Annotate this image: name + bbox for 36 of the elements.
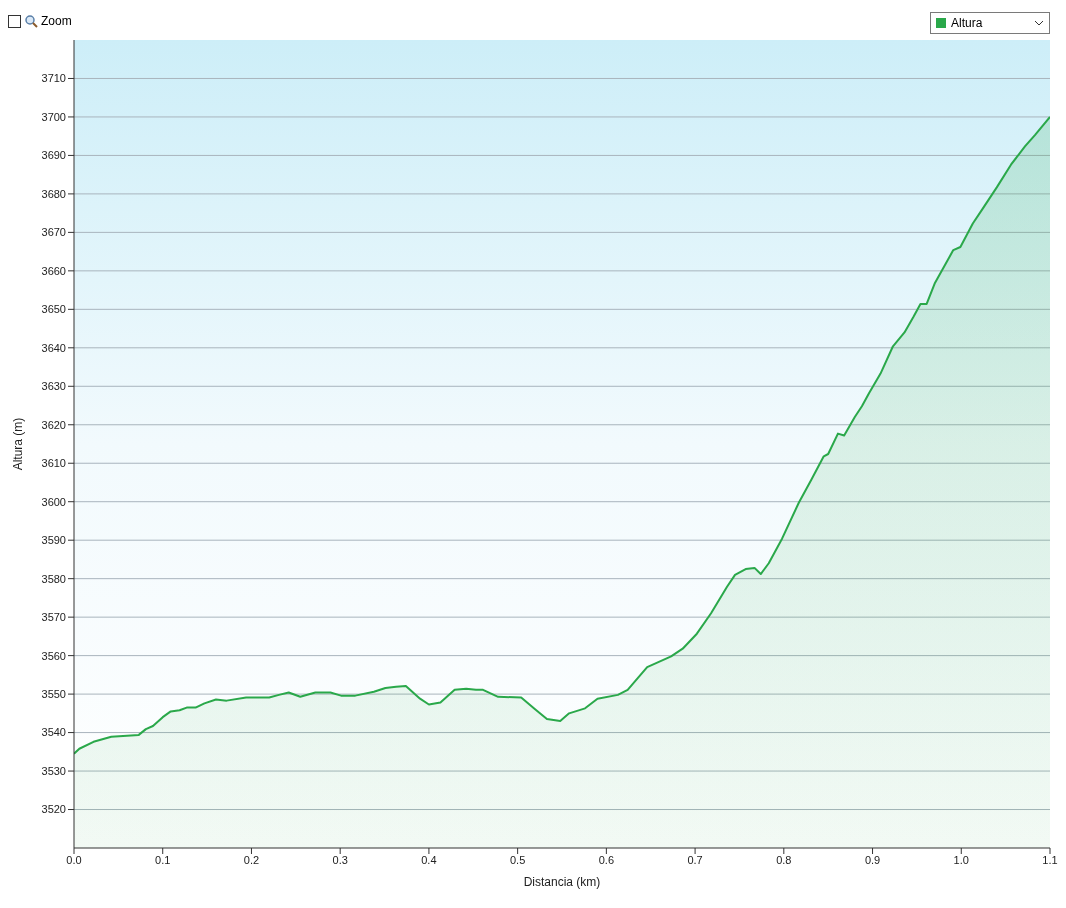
y-tick-label: 3560	[41, 649, 66, 662]
y-tick-label: 3590	[41, 534, 66, 547]
y-tick-label: 3700	[41, 110, 66, 123]
x-tick-label: 0.1	[155, 853, 171, 866]
y-tick-label: 3660	[41, 264, 66, 277]
y-tick-label: 3630	[41, 380, 66, 393]
x-tick-label: 1.1	[1042, 853, 1058, 866]
x-tick-label: 0.7	[687, 853, 703, 866]
y-tick-label: 3620	[41, 418, 66, 431]
y-tick-label: 3710	[41, 72, 66, 85]
x-tick-label: 0.8	[776, 853, 792, 866]
x-tick-label: 0.0	[66, 853, 82, 866]
y-tick-label: 3530	[41, 764, 66, 777]
text: Zoom	[41, 14, 72, 28]
x-tick-label: 0.2	[243, 853, 260, 866]
y-axis-title: Altura (m)	[11, 417, 26, 471]
x-tick-label: 0.6	[598, 853, 615, 866]
y-tick-label: 3610	[41, 457, 66, 470]
y-tick-label: 3570	[41, 611, 66, 624]
x-axis-title: Distancia (km)	[523, 875, 601, 889]
y-tick-label: 3540	[41, 726, 66, 739]
x-tick-label: 0.5	[509, 853, 526, 866]
y-tick-label: 3690	[41, 149, 66, 162]
legend-label: Altura	[950, 16, 983, 30]
y-tick-label: 3650	[41, 303, 66, 316]
y-tick-label: 3520	[41, 803, 66, 816]
x-tick-label: 0.3	[332, 853, 348, 866]
x-tick-label: 0.4	[421, 853, 437, 866]
y-tick-label: 3640	[41, 341, 66, 354]
x-tick-label: 1.0	[953, 853, 969, 866]
y-tick-label: 3580	[41, 572, 66, 585]
y-tick-label: 3670	[41, 226, 66, 239]
y-tick-label: 3680	[41, 187, 66, 200]
y-tick-label: 3600	[41, 495, 66, 508]
y-tick-label: 3550	[41, 688, 66, 700]
x-tick-label: 0.9	[864, 853, 881, 866]
